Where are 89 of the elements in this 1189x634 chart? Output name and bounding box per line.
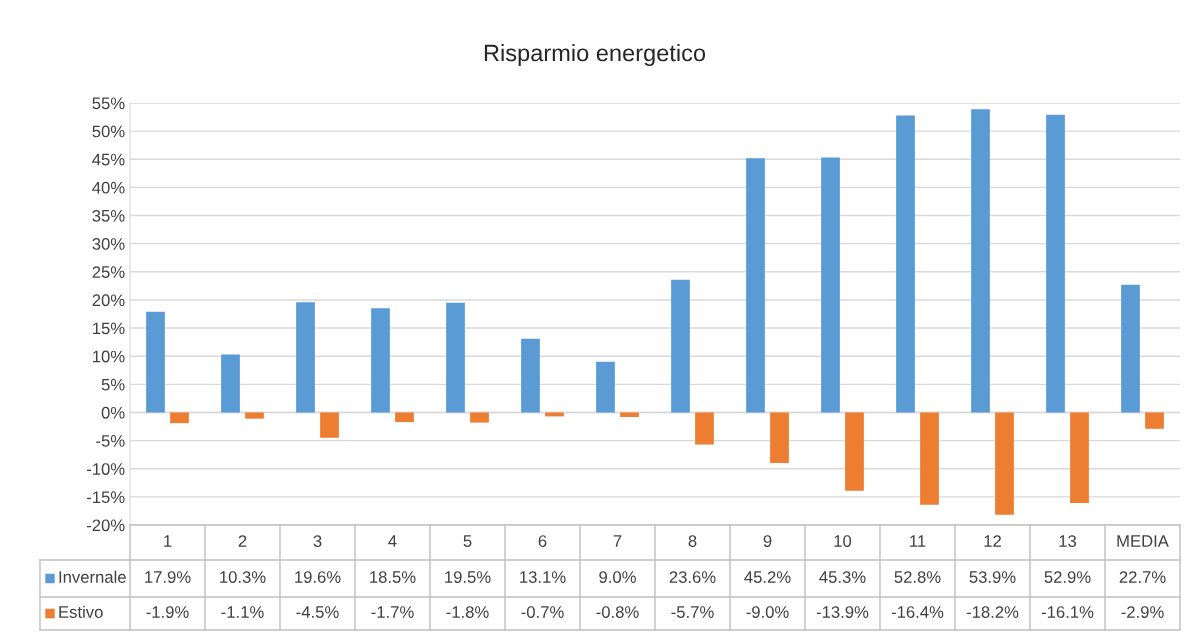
bar [371, 308, 390, 413]
x-tick-label: 3 [313, 535, 322, 547]
bar [971, 109, 990, 413]
data-label: 23.6% [669, 571, 716, 583]
x-tick-label: 2 [238, 535, 247, 547]
data-label: 19.6% [295, 571, 341, 583]
data-label: -16.4% [891, 606, 944, 618]
data-label: 45.2% [744, 571, 791, 583]
bar [521, 338, 540, 413]
x-tick-label: 4 [388, 535, 397, 547]
data-label: 19.5% [445, 571, 491, 583]
data-label: 52.8% [894, 571, 941, 583]
chart-title: Risparmio energetico [484, 44, 706, 66]
bar [170, 412, 189, 424]
bar [995, 412, 1014, 515]
data-label: 52.9% [1044, 571, 1091, 583]
data-label: 18.5% [370, 571, 416, 583]
bar [1070, 412, 1089, 504]
x-tick-label: 13 [1059, 535, 1077, 547]
data-label: -9.0% [746, 606, 789, 618]
bar [221, 354, 240, 413]
data-label: 22.7% [1119, 571, 1166, 583]
y-tick-label: 15% [93, 322, 125, 335]
bar [770, 412, 789, 464]
y-tick-label: 35% [92, 209, 125, 222]
y-tick-label: 40% [92, 181, 125, 194]
y-tick-label: 5% [101, 378, 125, 391]
x-tick-label: 12 [984, 535, 1001, 547]
bar [245, 412, 264, 419]
bar [620, 412, 639, 417]
x-tick-label: 5 [463, 535, 472, 547]
legend-label: Invernale [59, 570, 126, 583]
bar [1046, 114, 1065, 413]
data-label: 53.9% [969, 571, 1016, 583]
data-label: -4.5% [296, 606, 339, 618]
x-tick-label: MEDIA [1117, 535, 1169, 547]
data-label: 13.1% [520, 571, 566, 583]
data-label: 9.0% [599, 571, 636, 583]
bar [545, 412, 564, 417]
y-tick-label: 50% [92, 125, 125, 138]
data-label: -18.2% [966, 606, 1019, 618]
bar [1121, 284, 1140, 413]
x-tick-label: 11 [910, 535, 926, 547]
data-label: -16.1% [1041, 606, 1094, 618]
data-label: -0.7% [521, 606, 564, 618]
x-tick-label: 9 [763, 535, 772, 547]
data-label: -1.9% [146, 606, 189, 618]
data-label: -1.8% [446, 606, 489, 618]
y-tick-label: 30% [92, 238, 125, 250]
data-label: -5.7% [671, 606, 714, 618]
bar [446, 302, 465, 413]
legend-label: Estivo [59, 605, 103, 618]
x-tick-label: 1 [164, 535, 172, 547]
y-tick-label: 0% [101, 406, 125, 419]
x-tick-label: 6 [538, 535, 547, 547]
x-tick-label: 8 [688, 535, 697, 547]
y-tick-label: -10% [86, 463, 125, 475]
x-tick-label: 7 [613, 535, 622, 547]
data-label: -0.8% [596, 606, 639, 618]
bar [746, 158, 765, 413]
bar [671, 279, 690, 413]
bar [1145, 412, 1164, 429]
bar [596, 361, 615, 413]
y-tick-label: 55% [92, 97, 125, 110]
bar [821, 157, 840, 413]
bar [845, 412, 864, 491]
y-tick-label: 25% [92, 266, 125, 278]
data-label: 10.3% [220, 571, 266, 583]
y-tick-label: -15% [86, 491, 125, 504]
bar [470, 412, 489, 423]
y-tick-label: 45% [92, 153, 125, 166]
data-label: 17.9% [145, 571, 191, 583]
data-label: -13.9% [816, 606, 869, 618]
data-label: -1.1% [221, 606, 264, 618]
bar [146, 311, 165, 413]
y-tick-label: -20% [86, 519, 125, 532]
data-label: -1.7% [371, 606, 414, 618]
y-tick-label: -5% [96, 435, 125, 447]
y-tick-label: 10% [93, 350, 125, 363]
bar [320, 412, 339, 438]
bar [920, 412, 939, 505]
x-tick-label: 10 [834, 535, 852, 547]
y-tick-label: 20% [92, 294, 125, 307]
data-label: -2.9% [1121, 606, 1164, 618]
bar [296, 302, 315, 413]
bar [695, 412, 714, 445]
data-label: 45.3% [819, 571, 866, 583]
bar [896, 115, 915, 413]
bar [395, 412, 414, 423]
